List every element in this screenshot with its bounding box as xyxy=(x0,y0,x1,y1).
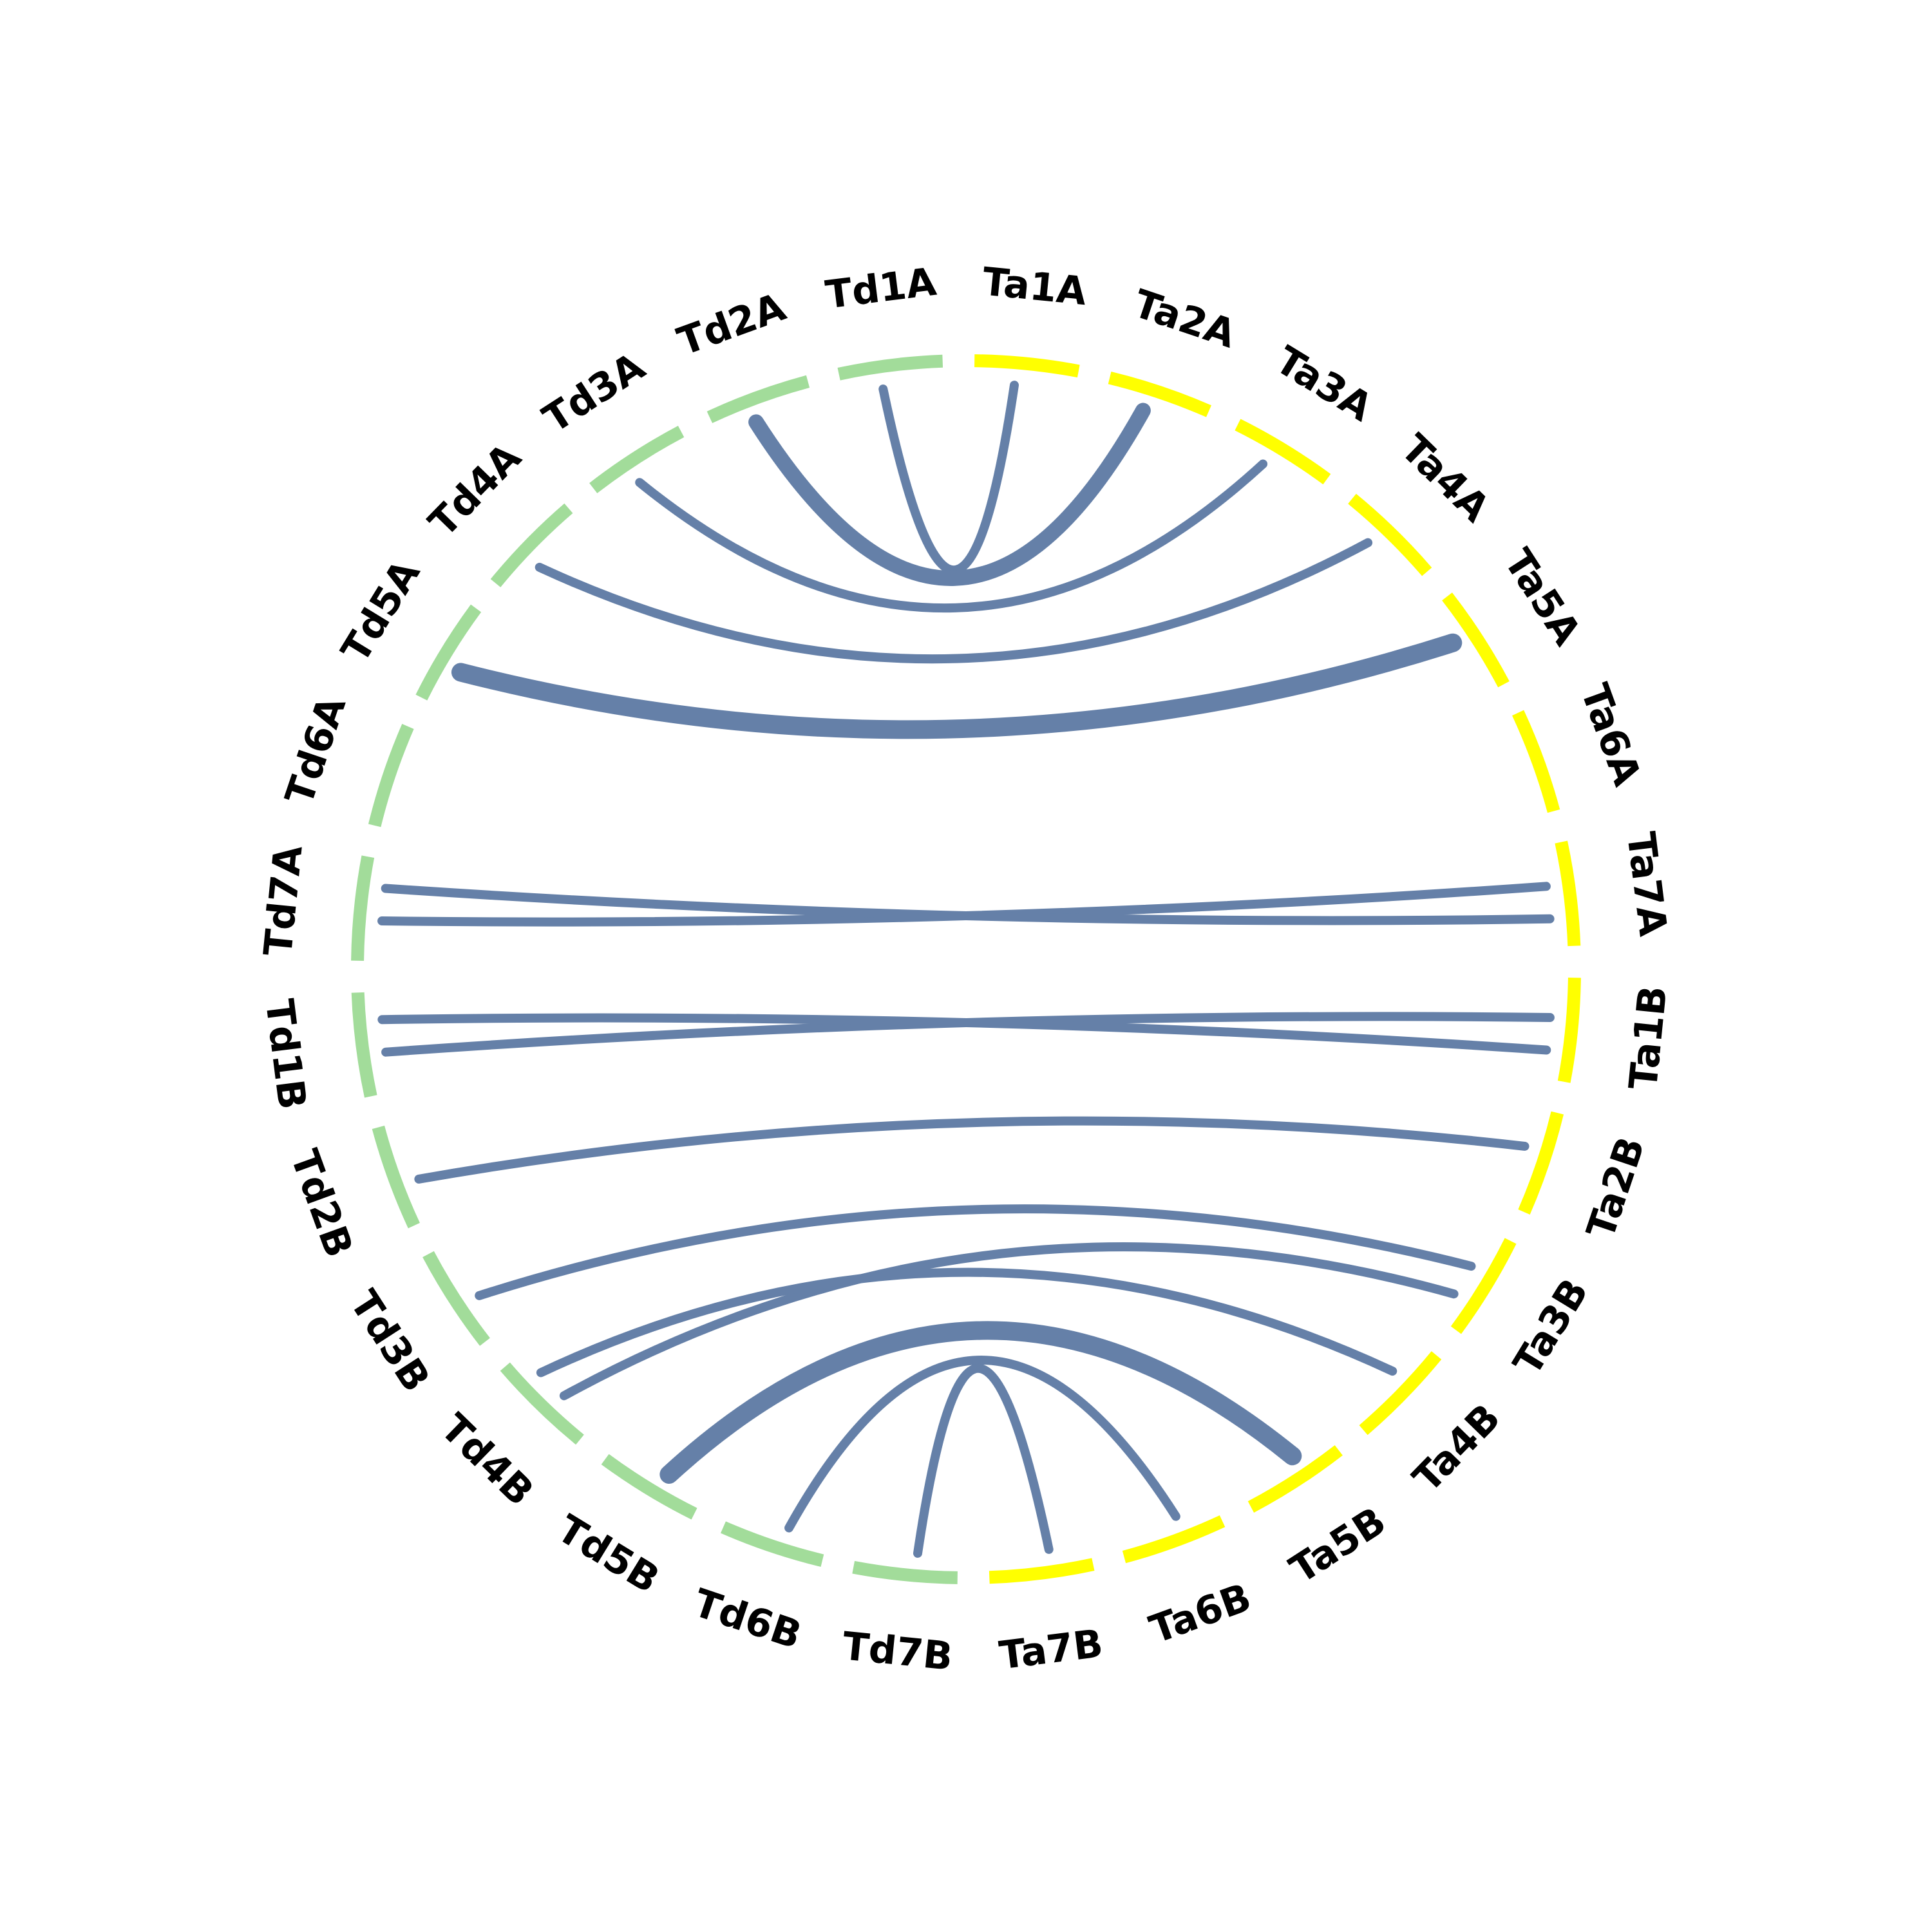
link-td4b-ta4b-12 xyxy=(536,1267,1397,1378)
segment-arc-td4b xyxy=(500,1362,584,1445)
segment-arc-ta1a xyxy=(974,354,1080,378)
segment-label-ta1b: Ta1B xyxy=(1621,984,1676,1092)
link-td5a-ta5a-4 xyxy=(451,633,1463,739)
segment-arc-td1a xyxy=(837,354,943,381)
segment-label-td7a: Td7A xyxy=(256,843,312,958)
link-td1b-ta1b-8 xyxy=(377,1013,1551,1055)
link-td4a-ta4a-3 xyxy=(535,538,1373,664)
link-td1a-ta1a-0 xyxy=(878,381,1019,574)
segment-arc-ta1b xyxy=(1557,978,1581,1083)
link-td7a-ta7a-6 xyxy=(381,884,1555,925)
link-td2b-ta2b-9 xyxy=(414,1116,1530,1184)
segment-label-td7b: Td7B xyxy=(840,1624,954,1680)
segments-layer xyxy=(351,354,1581,1584)
segment-arc-ta6b xyxy=(1122,1515,1226,1564)
segment-arc-ta7a xyxy=(1555,840,1581,947)
segment-arc-td5b xyxy=(601,1454,697,1520)
segment-arc-ta2b xyxy=(1518,1111,1564,1215)
link-td2a-ta2a-1 xyxy=(748,402,1151,586)
segment-arc-ta2a xyxy=(1108,371,1211,417)
segment-arc-ta3a xyxy=(1235,419,1331,485)
segment-arc-td2b xyxy=(372,1125,420,1229)
segment-arc-td1b xyxy=(351,992,377,1098)
segment-arc-td4a xyxy=(490,503,573,587)
link-td5b-ta5b-13 xyxy=(659,1321,1302,1484)
segment-arc-ta6a xyxy=(1512,710,1560,813)
segment-arc-td5a xyxy=(415,604,482,701)
segment-arc-td2a xyxy=(706,375,810,423)
link-td7b-ta7b-15 xyxy=(913,1364,1054,1558)
segment-arc-ta7b xyxy=(989,1558,1095,1584)
segment-arc-ta4a xyxy=(1348,493,1432,576)
segment-arc-ta3b xyxy=(1450,1238,1517,1334)
link-td3b-ta3b-10 xyxy=(475,1204,1476,1300)
link-td4b-ta3b-11 xyxy=(559,1242,1459,1401)
segment-arc-td7b xyxy=(852,1560,958,1584)
links-layer xyxy=(377,381,1555,1558)
segment-arc-td3a xyxy=(589,426,685,493)
segment-label-ta1a: Ta1A xyxy=(980,259,1089,314)
segment-arc-td6a xyxy=(368,724,414,828)
link-td6b-ta6b-14 xyxy=(784,1356,1180,1533)
segment-arc-td3b xyxy=(422,1251,490,1346)
segment-arc-ta4b xyxy=(1359,1351,1442,1435)
segment-arc-td6b xyxy=(721,1521,824,1567)
segment-arc-td7a xyxy=(351,855,375,961)
link-td3a-ta3a-2 xyxy=(635,459,1268,613)
segment-arc-ta5a xyxy=(1442,592,1510,688)
segment-arc-ta5b xyxy=(1247,1445,1343,1513)
